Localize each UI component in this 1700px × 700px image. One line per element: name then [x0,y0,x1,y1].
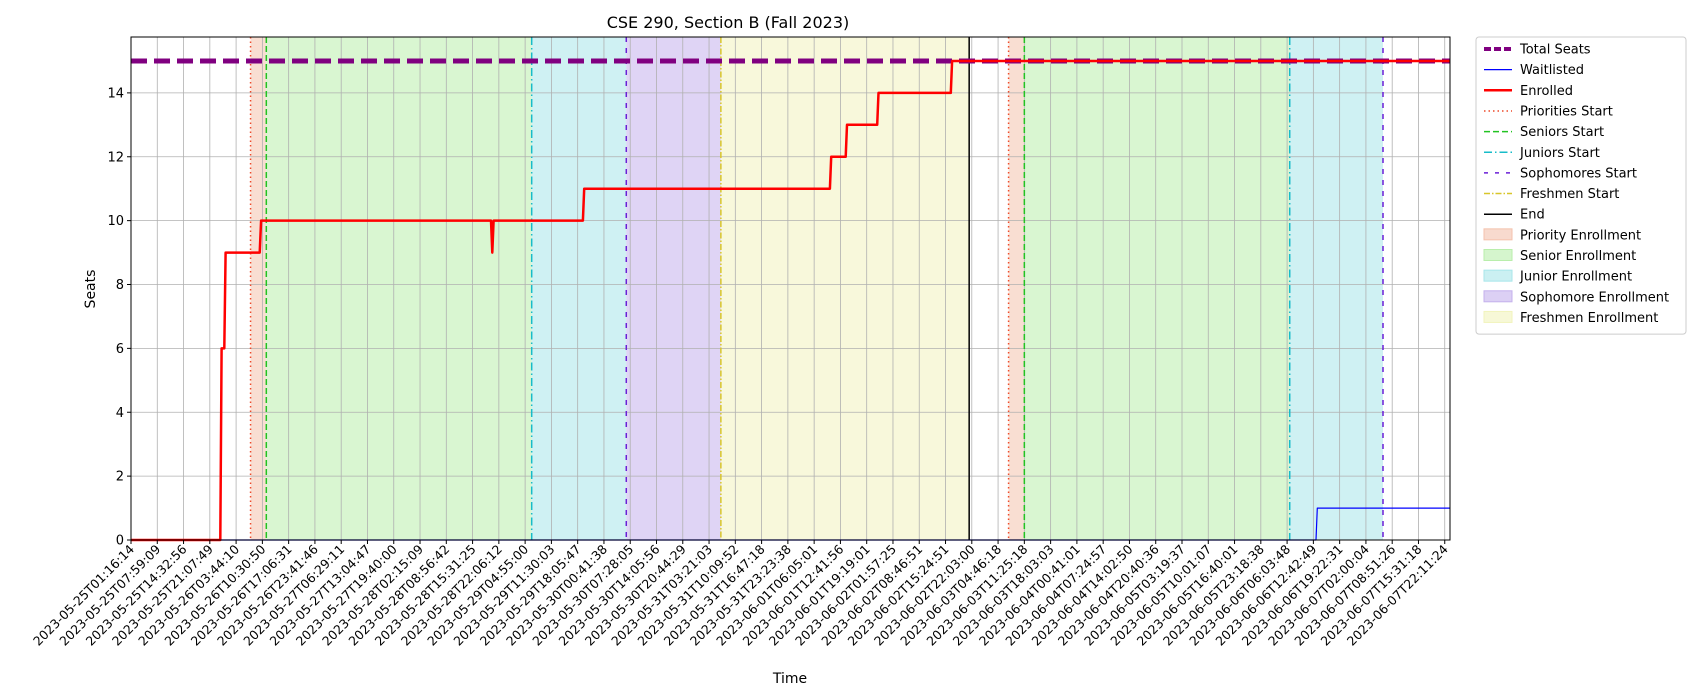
legend-label: Juniors Start [1519,146,1600,161]
legend-label: End [1520,208,1545,223]
series-enrolled [131,59,1450,542]
legend-label: Enrolled [1520,84,1573,99]
y-tick-label: 12 [107,150,124,165]
legend-swatch [1483,249,1513,261]
chart-title: CSE 290, Section B (Fall 2023) [607,13,850,32]
legend-label: Sophomores Start [1520,166,1637,181]
span-0 [250,37,267,540]
legend-box [1475,36,1687,335]
x-axis-ticks: 2023-05-25T01:16:142023-05-25T07:59:0920… [30,540,1451,649]
legend-swatch [1483,310,1513,323]
y-tick-label: 0 [116,534,124,549]
y-tick-label: 10 [107,214,124,229]
legend-label: Priorities Start [1520,104,1613,119]
legend-label: Freshmen Enrollment [1520,311,1658,326]
legend-label: Freshmen Start [1520,187,1619,202]
legend-label: Priority Enrollment [1520,228,1641,243]
legend-label: Total Seats [1519,43,1591,58]
y-tick-label: 2 [116,470,124,485]
y-tick-label: 8 [116,278,124,293]
y-tick-label: 6 [116,342,124,357]
y-tick-label: 14 [107,86,124,101]
legend-label: Junior Enrollment [1519,270,1632,285]
phase-start-lines [249,37,1384,540]
legend: Total Seats Waitlisted Enrolled Priorities … [1475,36,1687,335]
span-3 [626,37,721,540]
legend-swatch [1483,228,1513,241]
span-5 [1008,37,1025,540]
enrollment-spans [250,37,1383,540]
y-axis-label: Seats [83,270,99,309]
span-4 [720,37,970,540]
plot-frame [130,36,1451,541]
grid-lines [130,37,1450,541]
legend-swatch [1483,290,1513,303]
legend-label: Sophomore Enrollment [1520,290,1669,305]
legend-swatch [1483,269,1513,282]
span-6 [1024,37,1290,540]
legend-label: Senior Enrollment [1520,249,1636,264]
legend-label: Waitlisted [1520,63,1584,78]
span-7 [1289,37,1383,540]
x-axis-label: Time [772,671,807,687]
span-2 [531,37,627,540]
legend-label: Seniors Start [1520,125,1604,140]
y-axis-ticks: 0 2 4 6 8 10 12 14 [107,86,131,549]
y-tick-label: 4 [116,406,124,421]
span-1 [266,37,532,540]
